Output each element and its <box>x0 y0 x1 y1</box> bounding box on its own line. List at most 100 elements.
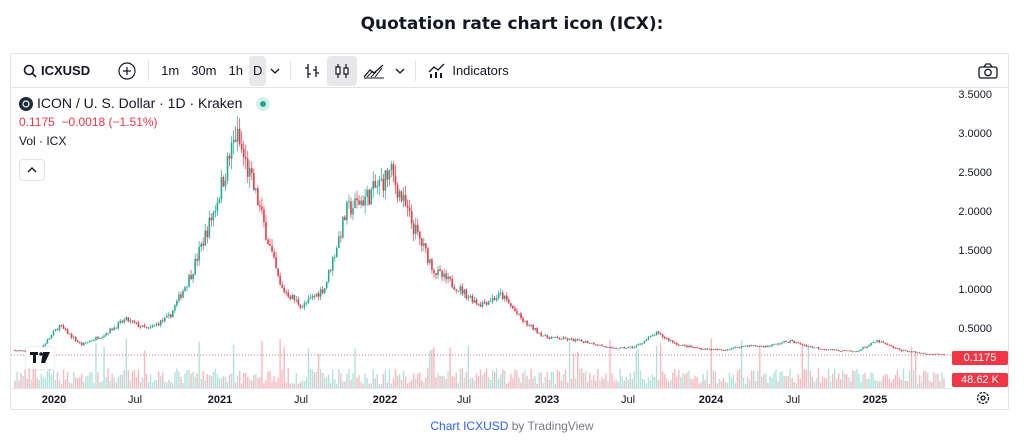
candle-body <box>916 352 919 354</box>
candle-body <box>696 347 698 349</box>
candle-body <box>360 200 362 205</box>
candle-body <box>135 322 138 324</box>
candle-body <box>352 208 354 215</box>
volume-bar <box>785 376 787 388</box>
volume-bar <box>398 374 401 388</box>
candle-body <box>255 188 257 191</box>
chart-style-dropdown[interactable] <box>391 56 409 86</box>
candle-body <box>912 351 915 353</box>
candle-body <box>289 296 292 299</box>
volume-bar <box>625 376 627 388</box>
indicators-button[interactable]: Indicators <box>422 56 514 86</box>
volume-bar <box>916 383 919 388</box>
volume-bar <box>829 381 832 388</box>
area-style-button[interactable] <box>357 56 391 86</box>
volume-bar <box>502 369 504 388</box>
candle-body <box>228 155 231 159</box>
candle-body <box>95 337 97 340</box>
candle-body <box>461 286 464 294</box>
volume-bar <box>131 371 134 388</box>
interval-1h[interactable]: 1h <box>228 63 243 78</box>
candle-body <box>307 298 310 303</box>
candles-style-button[interactable] <box>327 55 358 86</box>
candle-body <box>700 348 702 350</box>
price-axis[interactable]: 3.5000 3.0000 2.5000 2.0000 1.5000 1.000… <box>950 88 1008 388</box>
candle-body <box>42 345 45 349</box>
volume-bar <box>666 378 668 388</box>
candle-body <box>178 294 180 301</box>
candle-body <box>218 199 221 203</box>
volume-bar <box>777 381 779 388</box>
volume-bar <box>821 376 824 388</box>
time-axis[interactable]: 2020 Jul 2021 Jul 2022 Jul 2023 Jul 2024 Jul 2025 <box>11 388 952 409</box>
chart-symbol-link[interactable]: Chart ICXUSD <box>430 419 509 433</box>
interval-30m[interactable]: 30m <box>191 63 217 78</box>
volume-bar <box>443 375 445 388</box>
bar-style-button[interactable] <box>297 56 327 86</box>
candle-body <box>819 348 822 350</box>
volume-bar <box>542 383 544 388</box>
volume-bar <box>827 368 830 388</box>
snapshot-button[interactable] <box>972 56 1004 86</box>
market-status-icon[interactable] <box>256 96 271 111</box>
candle-body <box>815 347 818 349</box>
volume-bar <box>712 370 714 388</box>
volume-bar <box>141 377 144 388</box>
volume-bar <box>576 352 579 388</box>
volume-bar <box>941 372 943 388</box>
candle-body <box>522 318 524 322</box>
interval-d[interactable]: D <box>248 55 267 86</box>
candle-body <box>680 345 682 346</box>
volume-bar <box>522 372 524 388</box>
candle-body <box>852 351 854 353</box>
candle-body <box>475 300 478 304</box>
volume-bar <box>744 383 747 388</box>
candle-body <box>783 341 785 343</box>
volume-bar <box>421 380 423 388</box>
volume-bar <box>390 383 393 388</box>
candle-body <box>722 349 725 351</box>
tradingview-logo[interactable] <box>26 347 54 369</box>
candle-body <box>501 292 504 299</box>
candle-body <box>263 209 265 223</box>
volume-bar <box>858 373 860 388</box>
legend-collapse-button[interactable] <box>19 159 45 181</box>
volume-bar <box>451 375 453 388</box>
volume-bar <box>570 378 573 388</box>
volume-bar <box>226 382 229 388</box>
volume-bar <box>38 380 40 388</box>
candle-body <box>811 346 814 348</box>
icon-coin-icon <box>19 96 33 111</box>
volume-bar <box>489 379 492 388</box>
volume-bar <box>164 381 166 388</box>
candle-body <box>48 338 51 340</box>
candle-body <box>884 342 887 344</box>
volume-bar <box>172 383 174 388</box>
volume-bar <box>311 369 314 388</box>
volume-bar <box>698 383 700 388</box>
candle-body <box>908 351 911 353</box>
volume-bar <box>657 380 660 388</box>
volume-bar <box>14 380 16 388</box>
candle-body <box>495 297 498 300</box>
chart-settings-button[interactable] <box>976 391 990 409</box>
volume-bar <box>918 375 921 388</box>
interval-1m[interactable]: 1m <box>161 63 180 78</box>
volume-bar <box>927 372 929 388</box>
volume-bar <box>396 375 399 388</box>
candle-body <box>609 346 611 348</box>
volume-bar <box>123 369 125 388</box>
candle-body <box>661 334 664 337</box>
volume-bar <box>532 378 534 388</box>
candle-body <box>892 346 895 348</box>
compare-button[interactable] <box>112 56 142 86</box>
symbol-search[interactable]: ICXUSD <box>17 56 96 86</box>
volume-bar <box>77 378 79 388</box>
candle-body <box>348 201 350 203</box>
volume-bar <box>236 375 239 388</box>
candle-body <box>617 348 619 350</box>
volume-bar <box>931 382 933 388</box>
price-chart[interactable] <box>11 88 952 388</box>
interval-dropdown[interactable] <box>266 56 284 86</box>
volume-bar <box>467 346 470 388</box>
